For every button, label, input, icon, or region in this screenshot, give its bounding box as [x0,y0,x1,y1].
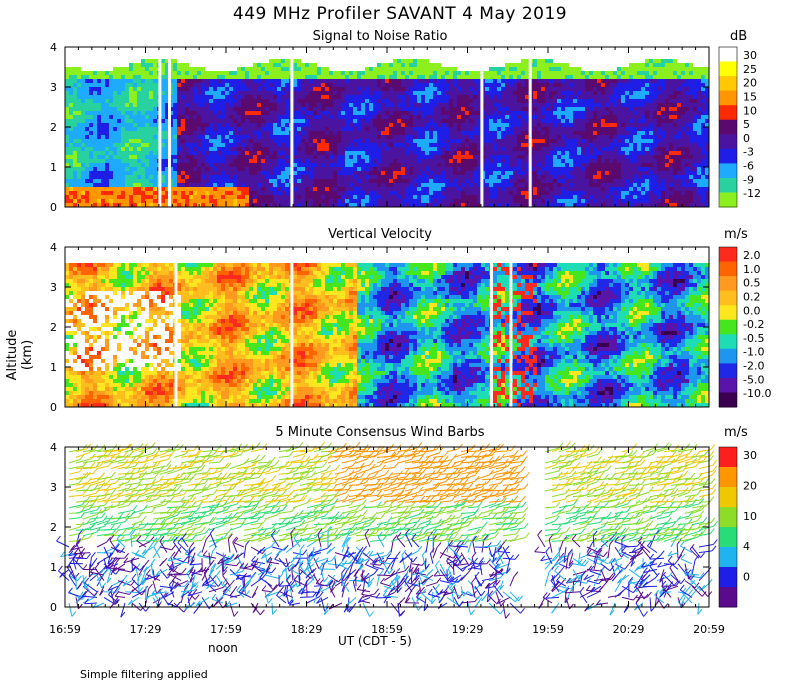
y-axis-label: Altitude (km) [5,329,35,381]
heatmap-cells-1 [65,247,709,407]
legend-label: -10.0 [743,387,771,400]
x-tick-label: 16:59 [49,623,81,636]
y-tick-label: 2 [50,521,57,534]
y-tick-label: 2 [50,121,57,134]
legend-swatch [719,276,737,292]
legend-swatch [719,76,737,92]
y-tick-label: 1 [50,561,57,574]
x-tick-label: 20:59 [693,623,725,636]
x-tick-label: 20:29 [613,623,645,636]
legend-frame-1 [718,246,738,408]
legend-swatch [719,105,737,121]
legend-label: 5 [743,118,750,131]
legend-swatch [719,177,737,193]
legend-swatch [719,261,737,277]
unit-wind: m/s [724,425,748,440]
y-tick-label: 1 [50,361,57,374]
legend-swatch [719,290,737,306]
legend-frame-0 [718,46,738,208]
legend-label: -9 [743,173,754,186]
legend-label: 15 [743,91,757,104]
y-tick-label: 3 [50,281,57,294]
y-tick-label: 2 [50,321,57,334]
x-tick-label: 18:59 [371,623,403,636]
unit-snr: dB [730,29,748,44]
y-tick-label: 4 [50,41,57,54]
noon-label: noon [208,641,238,655]
legend-swatch [719,148,737,164]
unit-vv: m/s [724,227,748,242]
legend-label: -0.5 [743,332,764,345]
y-tick-label: 4 [50,241,57,254]
legend-swatch [719,467,737,488]
x-tick-label: 19:59 [532,623,564,636]
legend-swatch [719,305,737,321]
legend-swatch [719,547,737,568]
legend-label: -12 [743,187,761,200]
y-tick-label: 4 [50,441,57,454]
legend-swatch [719,392,737,408]
legend-label: 20 [743,479,757,492]
panel-title-wind: 5 Minute Consensus Wind Barbs [275,425,485,440]
panel-title-vv: Vertical Velocity [328,227,432,242]
legend-label: -2.0 [743,360,764,373]
wind-barbs [56,441,718,619]
y-tick-label: 3 [50,481,57,494]
legend-swatch [719,319,737,335]
legend-swatch [719,192,737,208]
legend-label: 10 [743,104,757,117]
legend-swatch [719,363,737,379]
legend-swatch [719,567,737,588]
y-tick-label: 0 [50,601,57,614]
legend-label: 30 [743,449,757,462]
legend-swatch [719,487,737,508]
legend-label: -5.0 [743,373,764,386]
legend-label: -3 [743,146,754,159]
legend-label: 25 [743,63,757,76]
heatmap-cells-0 [65,47,709,207]
legend-label: 20 [743,77,757,90]
x-tick-label: 17:29 [130,623,162,636]
legend-swatch [719,90,737,106]
legend-swatch [719,334,737,350]
legend-swatch [719,61,737,77]
x-tick-label: 18:29 [291,623,323,636]
legend-label: 0.0 [743,304,761,317]
legend-swatch [718,46,738,63]
y-tick-label: 0 [50,401,57,414]
y-tick-label: 1 [50,161,57,174]
legend-label: 30 [743,49,757,62]
x-tick-label: 17:59 [210,623,242,636]
x-axis-label: UT (CDT - 5) [338,634,412,648]
legend-swatch [719,587,737,608]
legend-label: -1.0 [743,346,764,359]
legend-label: -0.2 [743,318,764,331]
y-tick-label: 3 [50,81,57,94]
legend-swatch [719,527,737,548]
legend-swatch [719,348,737,364]
legend-label: 1.0 [743,263,761,276]
legend-label: 0 [743,132,750,145]
legend-frame-2 [718,446,738,608]
legend-swatch [719,377,737,393]
x-tick-label: 19:29 [452,623,484,636]
y-tick-label: 0 [50,201,57,214]
legend-label: 0.2 [743,291,761,304]
legend-swatch [719,447,737,468]
legend-label: 0.5 [743,277,761,290]
panel-title-snr: Signal to Noise Ratio [312,29,448,44]
legend-label: -6 [743,160,754,173]
legend-swatch [719,119,737,135]
legend-swatch [719,134,737,150]
legend-label: 10 [743,510,757,523]
figure-title: 449 MHz Profiler SAVANT 4 May 2019 [232,4,568,24]
legend-swatch [719,247,737,262]
legend-label: 4 [743,540,750,553]
legend-label: 0 [743,571,750,584]
legend-swatch [719,507,737,528]
legend-swatch [719,163,737,179]
legend-label: 2.0 [743,249,761,262]
footnote: Simple filtering applied [80,668,208,681]
